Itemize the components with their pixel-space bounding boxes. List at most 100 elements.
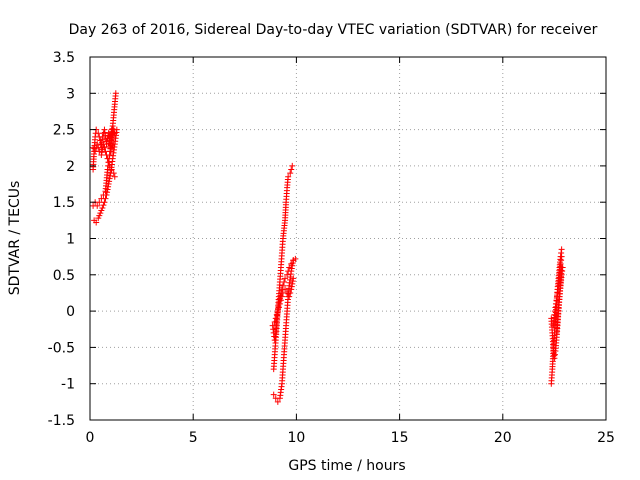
data-point [271,318,278,325]
data-point [558,250,565,257]
data-point [95,144,102,151]
data-point [99,205,106,212]
y-axis-label: SDTVAR / TECUs [7,181,23,296]
x-tick-label: 25 [597,430,615,446]
data-point [274,398,281,405]
y-tick-label: -1 [61,377,75,393]
data-point [106,175,113,182]
data-point [274,308,281,315]
data-point [105,159,112,166]
data-point [107,148,114,155]
data-point [558,246,565,253]
data-point [551,308,558,315]
data-point [281,279,288,286]
data-point [288,265,295,272]
y-tick-label: 0.5 [53,268,75,284]
data-point [271,337,278,344]
data-point [272,333,279,340]
x-tick-label: 20 [494,430,512,446]
data-point [286,264,293,271]
data-point [551,355,558,362]
data-point [100,141,107,148]
data-point [559,264,566,271]
data-point [104,186,111,193]
data-points [90,90,566,405]
data-point [101,144,108,151]
data-point [557,260,564,267]
data-point [551,351,558,358]
y-tick-label: 3.5 [53,50,75,66]
data-point [96,212,103,219]
data-point [558,257,565,264]
data-point [95,215,102,222]
data-point [94,202,101,209]
x-tick-label: 15 [391,430,409,446]
axes [89,56,607,421]
data-point [289,162,296,169]
y-tick-label: 2 [66,159,75,175]
x-tick-label: 0 [86,430,95,446]
data-point [269,322,276,329]
data-point [270,391,277,398]
data-point [289,260,296,267]
data-point [286,293,293,300]
y-tick-label: 0 [66,304,75,320]
data-point [289,278,296,285]
data-point [285,173,292,180]
data-point [111,173,118,180]
data-point [282,286,289,293]
data-point [102,195,109,202]
data-point [559,268,566,275]
data-point [278,293,285,300]
data-point [288,268,295,275]
data-point [93,219,100,226]
data-point [100,202,107,209]
data-point [112,90,119,97]
data-point [106,152,113,159]
data-point [96,148,103,155]
data-point [272,315,279,322]
y-tick-label: -1.5 [48,413,75,429]
data-point [107,172,114,179]
chart-title: Day 263 of 2016, Sidereal Day-to-day VTE… [69,22,598,38]
data-point [104,166,111,173]
data-point [288,286,295,293]
y-tick-label: 3 [66,86,75,102]
data-point [289,280,296,287]
y-tick-label: 2.5 [53,123,75,139]
data-point [101,199,108,206]
data-point [279,282,286,289]
grid-lines [90,57,606,420]
x-axis-label: GPS time / hours [288,458,405,474]
data-point [288,283,295,290]
data-point [284,271,291,278]
data-point [97,210,104,217]
data-point [95,130,102,137]
data-point [276,300,283,307]
data-point [558,253,565,260]
data-point [558,271,565,278]
data-point [105,183,112,190]
data-point [275,304,282,311]
data-point [552,300,559,307]
data-point [98,207,105,214]
data-point [106,178,113,185]
data-point [289,262,296,269]
x-tick-label: 5 [189,430,198,446]
x-axis-tick-labels: 0 5 10 15 20 25 [86,430,615,446]
data-point [98,152,105,159]
data-point [282,275,289,282]
data-point [104,189,111,196]
data-point [113,126,120,133]
data-point [287,289,294,296]
data-point [288,166,295,173]
data-point [287,170,294,177]
y-axis-tick-labels: -1.5 -1 -0.5 0 0.5 1 1.5 2 2.5 3 3.5 [48,50,75,429]
data-point [277,297,284,304]
data-point [94,141,101,148]
y-tick-label: -0.5 [48,340,75,356]
y-tick-label: 1.5 [53,195,75,211]
data-point [103,191,110,198]
